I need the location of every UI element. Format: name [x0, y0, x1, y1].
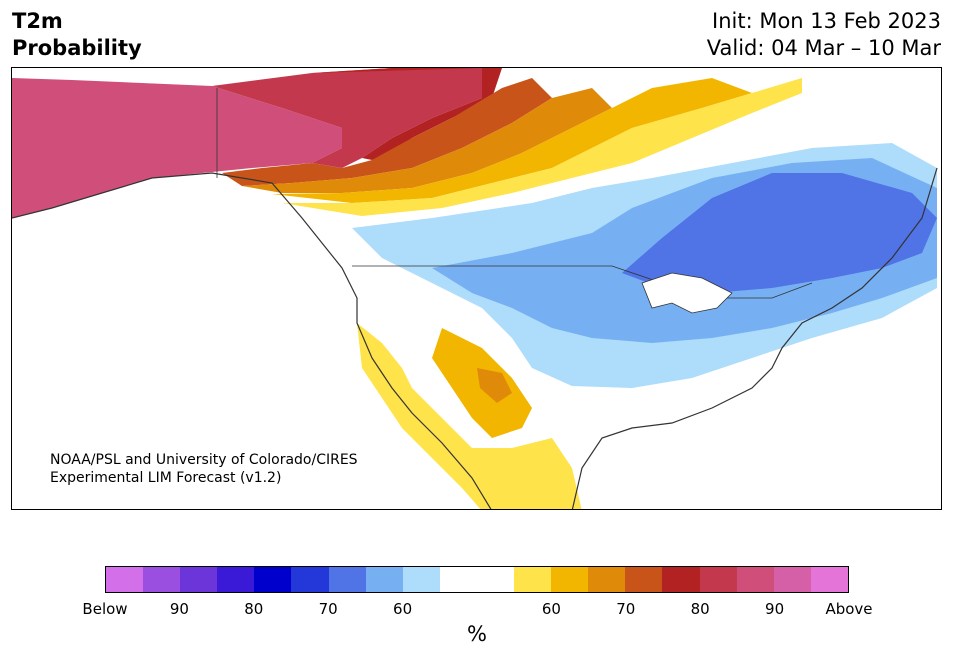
colorbar-tick-label: 60	[393, 600, 413, 618]
colorbar-segment	[180, 567, 218, 592]
colorbar-units: %	[467, 622, 487, 646]
region-above-80-north	[212, 68, 482, 168]
colorbar-tick-label: 80	[690, 600, 710, 618]
probability-map-svg	[12, 68, 938, 509]
colorbar-segment	[514, 567, 552, 592]
colorbar-tick-label: Above	[825, 600, 873, 618]
colorbar-segment	[773, 567, 811, 592]
colorbar-segment	[625, 567, 663, 592]
coastline-east	[571, 167, 938, 509]
colorbar-segment	[217, 567, 255, 592]
title-type: Probability	[12, 36, 142, 60]
attribution-line-2: Experimental LIM Forecast (v1.2)	[50, 470, 282, 486]
region-above-60-north	[272, 78, 752, 203]
init-date: Init: Mon 13 Feb 2023	[712, 9, 941, 33]
colorbar-segment	[291, 567, 329, 592]
colorbar-segment	[662, 567, 700, 592]
great-lakes	[641, 272, 733, 314]
colorbar-tick-label: 90	[765, 600, 785, 618]
title-variable: T2m	[12, 9, 63, 33]
map-title: T2m Probability	[12, 8, 142, 62]
attribution: NOAA/PSL and University of Colorado/CIRE…	[50, 451, 358, 487]
colorbar-segment	[699, 567, 737, 592]
colorbar	[105, 566, 849, 593]
colorbar-tick-label: 60	[541, 600, 561, 618]
region-above-65-southwest	[477, 368, 512, 403]
region-above-55-southwest	[357, 323, 582, 509]
colorbar-segment	[254, 567, 292, 592]
colorbar-tick-label: 80	[244, 600, 264, 618]
attribution-line-1: NOAA/PSL and University of Colorado/CIRE…	[50, 452, 358, 468]
forecast-dates: Init: Mon 13 Feb 2023 Valid: 04 Mar – 10…	[707, 8, 941, 62]
colorbar-segment	[551, 567, 589, 592]
colorbar-segment	[439, 567, 477, 592]
colorbar-tick-label: 70	[318, 600, 338, 618]
region-above-70-north	[222, 78, 552, 186]
colorbar-segment	[365, 567, 403, 592]
coastline-west	[12, 172, 492, 509]
region-above-65-north	[242, 88, 612, 193]
valid-range: Valid: 04 Mar – 10 Mar	[706, 36, 941, 60]
colorbar-segment	[143, 567, 181, 592]
colorbar-segment	[328, 567, 366, 592]
forecast-map: NOAA/PSL and University of Colorado/CIRE…	[11, 67, 942, 510]
colorbar-segment	[736, 567, 774, 592]
colorbar-segment	[106, 567, 144, 592]
colorbar-segment	[588, 567, 626, 592]
region-above-90-alaska	[12, 78, 342, 218]
colorbar-tick-label: 70	[616, 600, 636, 618]
colorbar-tick-label: 90	[169, 600, 189, 618]
region-below-65	[622, 173, 937, 293]
colorbar-segment	[402, 567, 440, 592]
colorbar-segment	[810, 567, 848, 592]
colorbar-tick-label: Below	[82, 600, 128, 618]
colorbar-segment	[476, 567, 515, 592]
